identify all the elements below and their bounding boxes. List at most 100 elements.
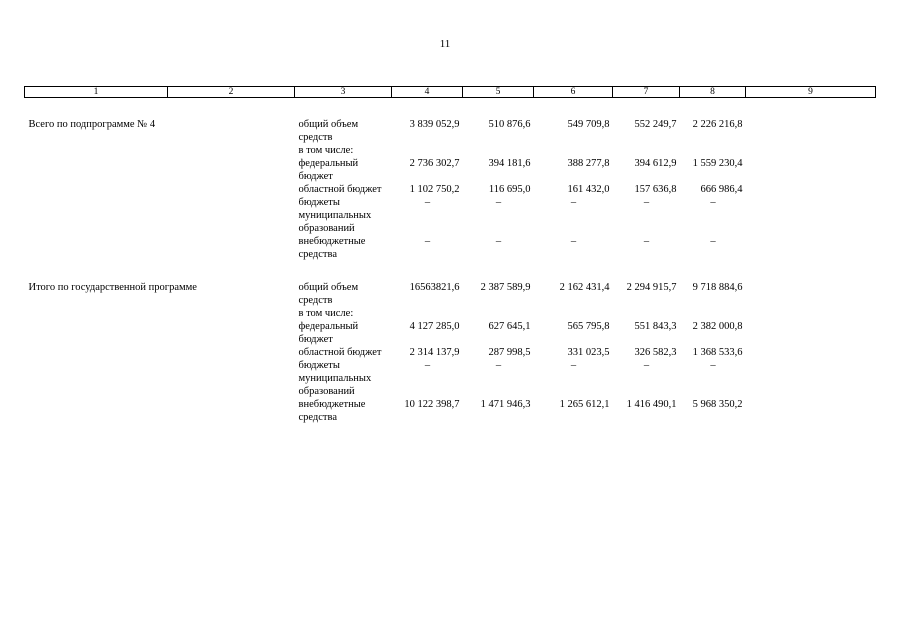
value-cell: 2 736 302,7: [409, 158, 460, 169]
value-cell: –: [710, 236, 716, 247]
value-cell: 161 432,0: [567, 184, 610, 195]
funding-source-label: областной бюджет: [298, 184, 382, 195]
section-title: Итого по государственной программе: [28, 282, 197, 293]
empty-cell: [25, 235, 295, 261]
empty-cell: [25, 157, 295, 183]
value-cell: –: [570, 197, 577, 208]
value-cell: –: [643, 360, 650, 371]
empty-cell: [746, 183, 876, 196]
value-cell: 1 368 533,6: [692, 347, 743, 358]
value-cell: –: [495, 197, 502, 208]
value-cell: 2 387 589,9: [480, 282, 531, 293]
table-row: в том числе:: [25, 144, 876, 157]
funding-source-label: федеральный бюджет: [298, 321, 359, 345]
column-header: 2: [167, 86, 295, 98]
value-cell: –: [424, 236, 431, 247]
value-cell: –: [424, 197, 431, 208]
empty-cell: [25, 196, 295, 235]
value-cell: 627 645,1: [488, 321, 531, 332]
value-cell: 388 277,8: [567, 158, 610, 169]
column-header: 4: [391, 86, 463, 98]
section-title: Всего по подпрограмме № 4: [28, 119, 156, 130]
column-header: 3: [294, 86, 392, 98]
value-cell: 326 582,3: [634, 347, 677, 358]
value-cell: 551 843,3: [634, 321, 677, 332]
funding-source-label: общий объем средств: [298, 282, 359, 306]
column-header: 5: [462, 86, 534, 98]
value-cell: –: [570, 236, 577, 247]
column-number-header-row: 1 2 3 4 5 6 7 8 9: [24, 86, 876, 98]
column-header: 1: [24, 86, 168, 98]
value-cell: 331 023,5: [567, 347, 610, 358]
value-cell: 2 294 915,7: [626, 282, 677, 293]
table-row: Итого по государственной программе общий…: [25, 281, 876, 307]
empty-cell: [25, 320, 295, 346]
value-cell: 5 968 350,2: [692, 399, 743, 410]
funding-source-label: внебюджетные средства: [298, 236, 366, 260]
empty-cell: [746, 196, 876, 235]
spacer: [25, 98, 876, 119]
value-cell: 4 127 285,0: [409, 321, 460, 332]
funding-source-label: общий объем средств: [298, 119, 359, 143]
table-row: федеральный бюджет 4 127 285,0 627 645,1…: [25, 320, 876, 346]
funding-source-label: бюджеты муниципальных образований: [298, 197, 372, 234]
value-cell: 9 718 884,6: [692, 282, 743, 293]
value-cell: 2 162 431,4: [559, 282, 610, 293]
empty-cell: [746, 281, 876, 307]
empty-cell: [746, 346, 876, 359]
value-cell: 287 998,5: [488, 347, 531, 358]
table-row: внебюджетные средства – – – – –: [25, 235, 876, 261]
funding-source-label: в том числе:: [298, 308, 354, 319]
value-cell: 666 986,4: [700, 184, 743, 195]
value-cell: –: [710, 197, 716, 208]
value-cell: 552 249,7: [634, 119, 677, 130]
value-cell: 2 382 000,8: [692, 321, 743, 332]
column-header: 9: [745, 86, 876, 98]
value-cell: –: [643, 236, 650, 247]
value-cell: –: [710, 360, 716, 371]
table-row: федеральный бюджет 2 736 302,7 394 181,6…: [25, 157, 876, 183]
value-cell: 16563821,6: [409, 282, 460, 293]
value-cell: 1 416 490,1: [626, 399, 677, 410]
value-cell: 394 181,6: [488, 158, 531, 169]
empty-cell: [746, 359, 876, 398]
column-header: 8: [679, 86, 746, 98]
empty-cell: [746, 235, 876, 261]
empty-cell: [746, 157, 876, 183]
funding-source-label: внебюджетные средства: [298, 399, 366, 423]
spacer: [25, 261, 876, 281]
empty-cell: [25, 359, 295, 398]
value-cell: 394 612,9: [634, 158, 677, 169]
value-cell: –: [424, 360, 431, 371]
page-number: 11: [439, 38, 451, 50]
table-row: бюджеты муниципальных образований – – – …: [25, 196, 876, 235]
table-row: в том числе:: [25, 307, 876, 320]
value-cell: 116 695,0: [488, 184, 531, 195]
value-cell: 549 709,8: [567, 119, 610, 130]
value-cell: 565 795,8: [567, 321, 610, 332]
value-cell: 10 122 398,7: [404, 399, 460, 410]
table-row: Всего по подпрограмме № 4 общий объем ср…: [25, 118, 876, 144]
empty-cell: [746, 320, 876, 346]
empty-cell: [392, 307, 876, 320]
table-row: бюджеты муниципальных образований – – – …: [25, 359, 876, 398]
value-cell: 1 471 946,3: [480, 399, 531, 410]
value-cell: 1 102 750,2: [409, 184, 460, 195]
empty-cell: [392, 144, 876, 157]
empty-cell: [25, 307, 295, 320]
empty-cell: [25, 183, 295, 196]
financing-table: 1 2 3 4 5 6 7 8 9 Всего по подпрограмме …: [24, 86, 876, 424]
table-row: областной бюджет 1 102 750,2 116 695,0 1…: [25, 183, 876, 196]
empty-cell: [25, 398, 295, 424]
funding-source-label: бюджеты муниципальных образований: [298, 360, 372, 397]
value-cell: –: [495, 360, 502, 371]
value-cell: –: [570, 360, 577, 371]
column-header: 6: [533, 86, 613, 98]
value-cell: –: [643, 197, 650, 208]
value-cell: 157 636,8: [634, 184, 677, 195]
table-row: областной бюджет 2 314 137,9 287 998,5 3…: [25, 346, 876, 359]
value-cell: 1 559 230,4: [692, 158, 743, 169]
column-header: 7: [612, 86, 680, 98]
funding-source-label: областной бюджет: [298, 347, 382, 358]
empty-cell: [25, 144, 295, 157]
